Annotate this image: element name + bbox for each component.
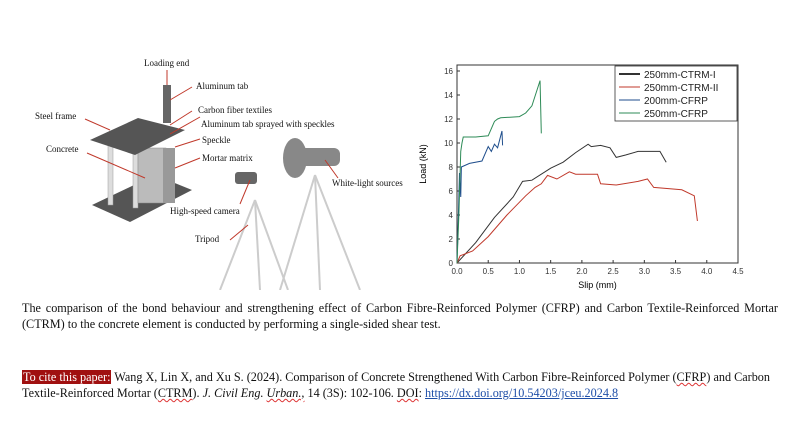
label-aluminum-tab: Aluminum tab — [196, 81, 249, 91]
citation-tag: To cite this paper: — [22, 370, 112, 384]
y-tick-label: 2 — [449, 235, 454, 244]
label-concrete: Concrete — [46, 144, 79, 154]
series-line-250mm-CTRM-II — [456, 171, 698, 264]
citation: To cite this paper: Wang X, Lin X, and X… — [22, 369, 778, 401]
label-camera: High-speed camera — [170, 206, 240, 216]
citation-journal: J. Civil Eng. — [202, 386, 267, 400]
legend-label: 250mm-CFRP — [644, 109, 708, 120]
x-tick-label: 3.5 — [670, 267, 682, 276]
x-tick-label: 0.5 — [483, 267, 495, 276]
x-tick-label: 2.0 — [576, 267, 588, 276]
citation-text: : — [418, 386, 425, 400]
series-line-200mm-CFRP — [456, 130, 504, 264]
label-white-light: White-light sources — [332, 178, 403, 188]
label-loading-end: Loading end — [144, 58, 190, 68]
label-speckle: Speckle — [202, 135, 231, 145]
label-aluminum-speckles: Aluminum tab sprayed with speckles — [201, 119, 335, 129]
citation-text: ). — [192, 386, 203, 400]
legend-label: 250mm-CTRM-II — [644, 83, 718, 94]
citation-abbr: CFRP — [676, 370, 707, 384]
y-tick-label: 0 — [449, 259, 454, 268]
plot-frame — [456, 64, 739, 264]
series-line-250mm-CTRM-I — [456, 143, 667, 264]
legend — [614, 65, 738, 122]
figure-caption: The comparison of the bond behaviour and… — [22, 301, 778, 331]
citation-abbr: CTRM — [157, 386, 193, 400]
doi-link[interactable]: https://dx.doi.org/10.54203/jceu.2024.8 — [425, 386, 619, 400]
label-steel-frame: Steel frame — [35, 111, 77, 121]
y-axis-label: Load (kN) — [418, 144, 428, 184]
citation-text: Wang X, Lin X, and Xu S. (2024). Compari… — [111, 370, 677, 384]
legend-label: 200mm-CFRP — [644, 96, 708, 107]
y-tick-label: 12 — [444, 115, 453, 124]
citation-volume: 14 (3S): 102-106. — [304, 386, 397, 400]
x-tick-label: 4.5 — [732, 267, 744, 276]
x-tick-label: 4.0 — [701, 267, 713, 276]
x-tick-label: 1.0 — [514, 267, 526, 276]
y-tick-label: 4 — [449, 211, 454, 220]
x-tick-label: 1.5 — [545, 267, 557, 276]
doi-label: DOI — [396, 386, 419, 400]
citation-text: ) and Carbon Textile-Reinforced Mortar ( — [22, 370, 770, 400]
y-tick-label: 6 — [449, 187, 454, 196]
y-tick-label: 10 — [444, 139, 453, 148]
y-tick-label: 16 — [444, 67, 453, 76]
x-tick-label: 2.5 — [608, 267, 620, 276]
test-setup-diagram — [84, 70, 361, 290]
y-tick-label: 8 — [449, 163, 454, 172]
label-carbon-fiber: Carbon fiber textiles — [198, 105, 272, 115]
load-slip-chart: 0.0 0.5 1.0 1.5 2.0 2.5 3.0 3.5 4.0 4.5 0 2 4 6 8 10 12 1… — [418, 64, 744, 290]
x-tick-label: 0.0 — [451, 267, 463, 276]
y-tick-label: 14 — [444, 91, 453, 100]
citation-journal: Urban., — [266, 386, 305, 400]
series-line-250mm-CFRP — [456, 80, 542, 264]
x-axis-label: Slip (mm) — [578, 280, 617, 290]
label-tripod: Tripod — [195, 234, 220, 244]
x-tick-label: 3.0 — [639, 267, 651, 276]
label-mortar: Mortar matrix — [202, 153, 253, 163]
legend-label: 250mm-CTRM-I — [644, 70, 716, 81]
